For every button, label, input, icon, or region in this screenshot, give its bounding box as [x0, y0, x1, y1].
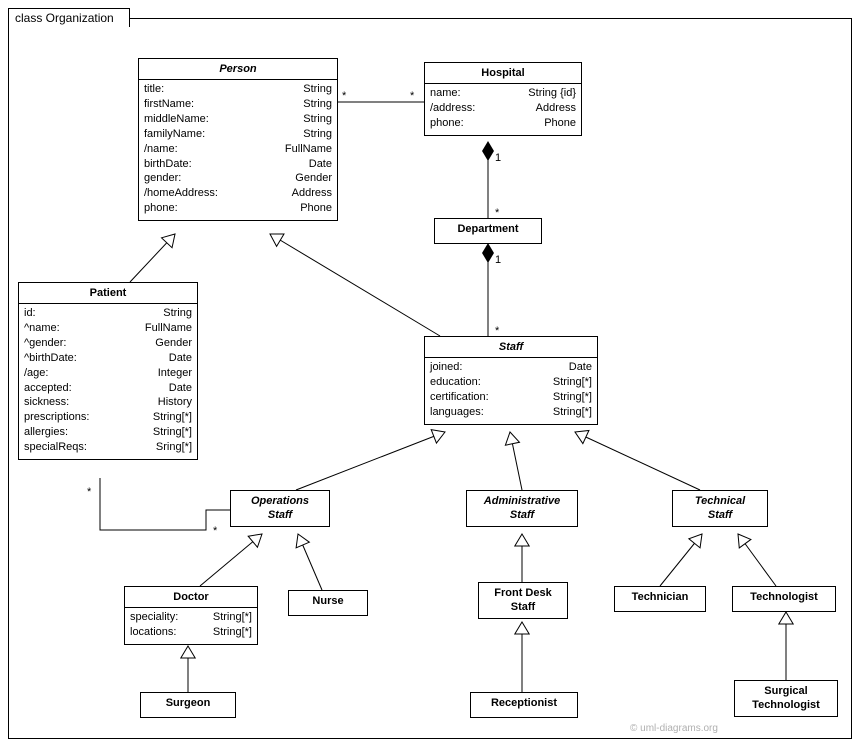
attribute-row: /address:Address — [430, 101, 576, 116]
class-SurgicalTechnologist: SurgicalTechnologist — [734, 680, 838, 717]
attribute-row: specialReqs:Sring[*] — [24, 440, 192, 455]
class-title: Technician — [615, 587, 705, 607]
multiplicity: * — [410, 90, 414, 102]
multiplicity: * — [495, 207, 499, 219]
multiplicity: * — [87, 486, 91, 498]
attribute-row: birthDate:Date — [144, 157, 332, 172]
class-Nurse: Nurse — [288, 590, 368, 616]
attribute-row: joined:Date — [430, 360, 592, 375]
attribute-row: phone:Phone — [144, 201, 332, 216]
class-title: Technologist — [733, 587, 835, 607]
class-title: Front DeskStaff — [479, 583, 567, 618]
attribute-row: locations:String[*] — [130, 625, 252, 640]
attribute-row: ^birthDate:Date — [24, 351, 192, 366]
attribute-row: middleName:String — [144, 112, 332, 127]
class-attributes: id:String^name:FullName^gender:Gender^bi… — [19, 304, 197, 458]
attribute-row: id:String — [24, 306, 192, 321]
class-attributes: speciality:String[*]locations:String[*] — [125, 608, 257, 644]
attribute-row: phone:Phone — [430, 116, 576, 131]
class-title: Patient — [19, 283, 197, 304]
class-Staff: Staffjoined:Dateeducation:String[*]certi… — [424, 336, 598, 425]
class-title: Hospital — [425, 63, 581, 84]
class-title: AdministrativeStaff — [467, 491, 577, 526]
class-attributes: joined:Dateeducation:String[*]certificat… — [425, 358, 597, 423]
package-tab: class Organization — [8, 8, 130, 27]
attribute-row: ^gender:Gender — [24, 336, 192, 351]
package-name: class Organization — [15, 11, 114, 25]
class-title: OperationsStaff — [231, 491, 329, 526]
multiplicity: 1 — [495, 254, 501, 266]
class-title: Receptionist — [471, 693, 577, 713]
multiplicity: * — [342, 90, 346, 102]
attribute-row: gender:Gender — [144, 171, 332, 186]
class-title: SurgicalTechnologist — [735, 681, 837, 716]
class-title: Staff — [425, 337, 597, 358]
attribute-row: education:String[*] — [430, 375, 592, 390]
attribute-row: speciality:String[*] — [130, 610, 252, 625]
class-title: Nurse — [289, 591, 367, 611]
class-attributes: name:String {id}/address:Addressphone:Ph… — [425, 84, 581, 135]
class-title: Department — [435, 219, 541, 239]
attribute-row: certification:String[*] — [430, 390, 592, 405]
attribute-row: familyName:String — [144, 127, 332, 142]
multiplicity: * — [213, 525, 217, 537]
class-Surgeon: Surgeon — [140, 692, 236, 718]
class-Department: Department — [434, 218, 542, 244]
attribute-row: /age:Integer — [24, 366, 192, 381]
attribute-row: languages:String[*] — [430, 405, 592, 420]
class-title: TechnicalStaff — [673, 491, 767, 526]
class-title: Doctor — [125, 587, 257, 608]
watermark: © uml-diagrams.org — [630, 723, 718, 734]
class-Patient: Patientid:String^name:FullName^gender:Ge… — [18, 282, 198, 460]
class-OperationsStaff: OperationsStaff — [230, 490, 330, 527]
class-Doctor: Doctorspeciality:String[*]locations:Stri… — [124, 586, 258, 645]
class-Hospital: Hospitalname:String {id}/address:Address… — [424, 62, 582, 136]
uml-diagram: class Organization Persontitle:Stringfir… — [0, 0, 860, 747]
attribute-row: prescriptions:String[*] — [24, 410, 192, 425]
class-AdministrativeStaff: AdministrativeStaff — [466, 490, 578, 527]
class-title: Person — [139, 59, 337, 80]
attribute-row: accepted:Date — [24, 381, 192, 396]
attribute-row: ^name:FullName — [24, 321, 192, 336]
class-Technician: Technician — [614, 586, 706, 612]
attribute-row: allergies:String[*] — [24, 425, 192, 440]
attribute-row: name:String {id} — [430, 86, 576, 101]
attribute-row: title:String — [144, 82, 332, 97]
attribute-row: sickness:History — [24, 395, 192, 410]
attribute-row: firstName:String — [144, 97, 332, 112]
attribute-row: /homeAddress:Address — [144, 186, 332, 201]
multiplicity: * — [495, 325, 499, 337]
attribute-row: /name:FullName — [144, 142, 332, 157]
class-attributes: title:StringfirstName:StringmiddleName:S… — [139, 80, 337, 220]
class-Receptionist: Receptionist — [470, 692, 578, 718]
class-Person: Persontitle:StringfirstName:Stringmiddle… — [138, 58, 338, 221]
class-Technologist: Technologist — [732, 586, 836, 612]
class-FrontDeskStaff: Front DeskStaff — [478, 582, 568, 619]
class-title: Surgeon — [141, 693, 235, 713]
multiplicity: 1 — [495, 152, 501, 164]
class-TechnicalStaff: TechnicalStaff — [672, 490, 768, 527]
